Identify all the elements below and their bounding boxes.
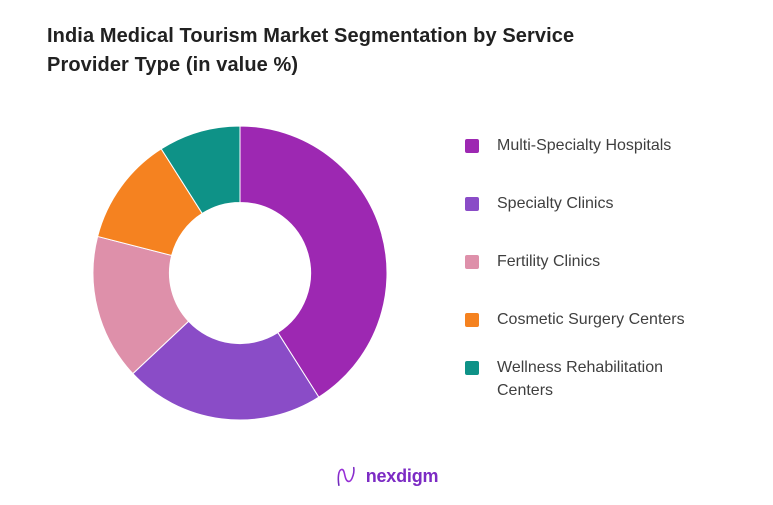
- legend-item: Cosmetic Surgery Centers: [465, 311, 685, 331]
- legend-label: Multi-Specialty Hospitals: [497, 137, 672, 154]
- donut-chart: [92, 125, 388, 421]
- legend: Multi-Specialty Hospitals Specialty Clin…: [465, 0, 745, 420]
- legend-label: Specialty Clinics: [497, 195, 614, 212]
- legend-item: Fertility Clinics: [465, 253, 600, 273]
- legend-item: Multi-Specialty Hospitals: [465, 137, 671, 157]
- chart-title: India Medical Tourism Market Segmentatio…: [47, 22, 574, 80]
- legend-swatch: [465, 313, 479, 327]
- brand-footer: nexdigm: [0, 464, 773, 489]
- legend-swatch: [465, 361, 479, 375]
- legend-swatch: [465, 255, 479, 269]
- legend-swatch: [465, 197, 479, 211]
- legend-item: Wellness Rehabilitation Centers: [465, 359, 722, 402]
- chart-title-line2: Provider Type (in value %): [47, 54, 299, 76]
- nexdigm-logo-icon: [337, 466, 355, 487]
- legend-swatch: [465, 139, 479, 153]
- legend-item: Specialty Clinics: [465, 195, 613, 215]
- legend-label: Fertility Clinics: [497, 253, 601, 270]
- chart-title-line1: India Medical Tourism Market Segmentatio…: [47, 25, 575, 47]
- donut-segment-1: [132, 320, 320, 421]
- donut-segment-4: [160, 125, 241, 215]
- legend-label: Wellness Rehabilitation Centers: [497, 359, 664, 399]
- donut-segment-0: [239, 125, 388, 398]
- legend-label: Cosmetic Surgery Centers: [497, 311, 685, 328]
- nexdigm-logo-text: nexdigm: [365, 466, 439, 486]
